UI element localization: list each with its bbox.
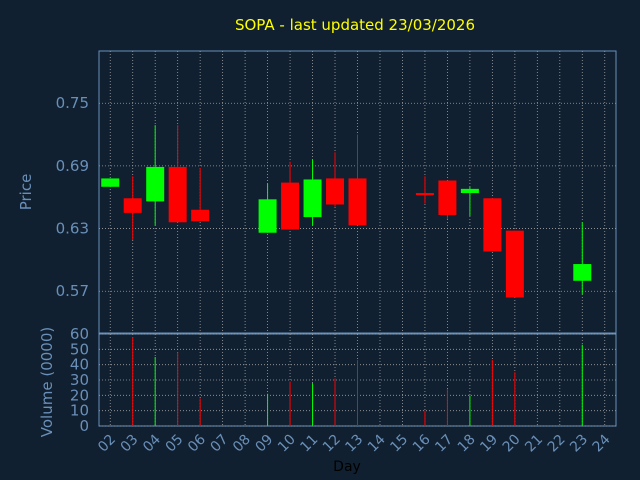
x-tick-label: 24 [590, 431, 614, 455]
volume-tick-label: 60 [70, 325, 89, 343]
candle-body [415, 193, 434, 196]
candle-body [505, 230, 524, 298]
x-tick-label: 06 [185, 431, 209, 455]
x-tick-label: 22 [545, 432, 569, 456]
x-tick-label: 18 [455, 432, 479, 456]
chart-title: SOPA - last updated 23/03/2026 [235, 16, 475, 34]
candle-body [326, 178, 345, 205]
x-tick-label: 23 [567, 432, 591, 456]
x-tick-label: 21 [522, 432, 546, 456]
volume-tick-label: 40 [70, 356, 89, 374]
candle-body [101, 178, 120, 187]
x-tick-label: 05 [163, 432, 187, 456]
x-axis-label: Day [333, 459, 361, 475]
plot-layer: 0203040506070809101112131415161718192021… [56, 50, 617, 456]
volume-tick-label: 20 [70, 386, 89, 404]
price-tick-label: 0.63 [56, 220, 89, 238]
price-tick-label: 0.69 [56, 157, 89, 175]
x-tick-label: 07 [208, 432, 232, 456]
x-tick-label: 02 [95, 432, 119, 456]
x-tick-label: 20 [500, 432, 524, 456]
volume-tick-label: 30 [70, 371, 89, 389]
price-tick-label: 0.75 [56, 94, 89, 112]
x-tick-label: 16 [410, 431, 434, 455]
x-tick-label: 12 [320, 432, 344, 456]
x-tick-label: 09 [252, 432, 276, 456]
price-tick-label: 0.57 [56, 282, 89, 300]
candle-body [483, 198, 502, 252]
volume-tick-label: 0 [79, 417, 89, 435]
volume-tick-label: 10 [70, 402, 89, 420]
x-tick-label: 08 [230, 432, 254, 456]
candle-body [303, 179, 322, 218]
candle-body [460, 188, 479, 194]
x-tick-label: 03 [118, 432, 142, 456]
candle-body [123, 198, 142, 213]
candle-body [348, 178, 367, 226]
candle-body [191, 209, 210, 222]
candle-body [168, 166, 187, 223]
x-tick-label: 13 [342, 432, 366, 456]
volume-tick-label: 50 [70, 340, 89, 358]
volume-axis-label: Volume (0000) [38, 327, 56, 437]
candle-body [438, 180, 457, 215]
candle-body [258, 199, 277, 233]
x-tick-label: 19 [477, 432, 501, 456]
candle-body [281, 182, 300, 230]
x-tick-label: 11 [297, 432, 321, 456]
x-tick-label: 04 [140, 431, 164, 455]
x-tick-label: 14 [365, 431, 389, 455]
candle-body [573, 264, 592, 281]
price-axis-label: Price [17, 174, 35, 211]
x-tick-label: 15 [387, 432, 411, 456]
x-tick-label: 17 [432, 432, 456, 456]
x-tick-label: 10 [275, 432, 299, 456]
candle-body [146, 166, 165, 202]
